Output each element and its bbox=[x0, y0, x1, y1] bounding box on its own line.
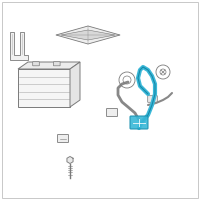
FancyBboxPatch shape bbox=[33, 62, 39, 66]
Polygon shape bbox=[56, 26, 120, 44]
Polygon shape bbox=[61, 30, 115, 40]
Polygon shape bbox=[67, 156, 73, 164]
Polygon shape bbox=[18, 62, 80, 69]
Polygon shape bbox=[70, 62, 80, 107]
Polygon shape bbox=[10, 32, 28, 60]
FancyBboxPatch shape bbox=[58, 134, 68, 142]
FancyBboxPatch shape bbox=[106, 108, 118, 116]
FancyBboxPatch shape bbox=[130, 116, 148, 129]
Polygon shape bbox=[18, 69, 70, 107]
FancyBboxPatch shape bbox=[54, 62, 60, 66]
FancyBboxPatch shape bbox=[148, 96, 157, 102]
